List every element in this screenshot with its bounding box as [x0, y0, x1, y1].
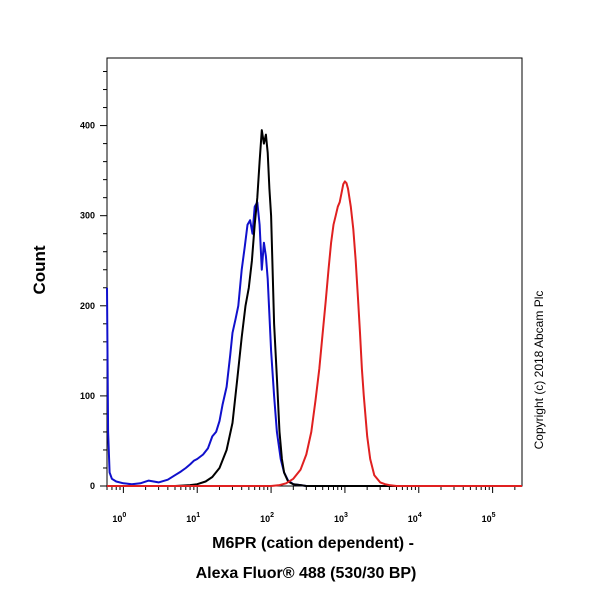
x-tick-label: 101 — [186, 512, 200, 524]
x-tick-label: 105 — [482, 512, 496, 524]
series-black-line — [174, 129, 522, 487]
plot-border — [106, 57, 523, 487]
series-blue-line — [106, 201, 522, 487]
y-tick-label: 300 — [80, 211, 95, 221]
copyright-notice: Copyright (c) 2018 Abcam Plc — [532, 291, 546, 450]
y-tick-label: 400 — [80, 121, 95, 131]
x-tick-label: 102 — [260, 512, 274, 524]
x-axis-label-line2: Alexa Fluor® 488 (530/30 BP) — [196, 565, 417, 582]
y-tick-label: 200 — [80, 301, 95, 311]
y-tick-label: 100 — [80, 391, 95, 401]
x-tick-label: 100 — [112, 512, 126, 524]
plot-frame — [106, 57, 523, 487]
x-axis-label-line1: M6PR (cation dependent) - — [212, 535, 414, 552]
x-axis: 100 101 102 103 104 105 — [106, 486, 516, 524]
y-axis-label: Count — [30, 245, 49, 294]
x-tick-label: 103 — [334, 512, 348, 524]
y-tick-label: 0 — [90, 481, 95, 491]
series-red-line — [107, 180, 522, 487]
x-tick-label: 104 — [408, 512, 422, 524]
y-axis: 0 100 200 300 400 — [80, 71, 107, 491]
series-group — [106, 129, 522, 487]
